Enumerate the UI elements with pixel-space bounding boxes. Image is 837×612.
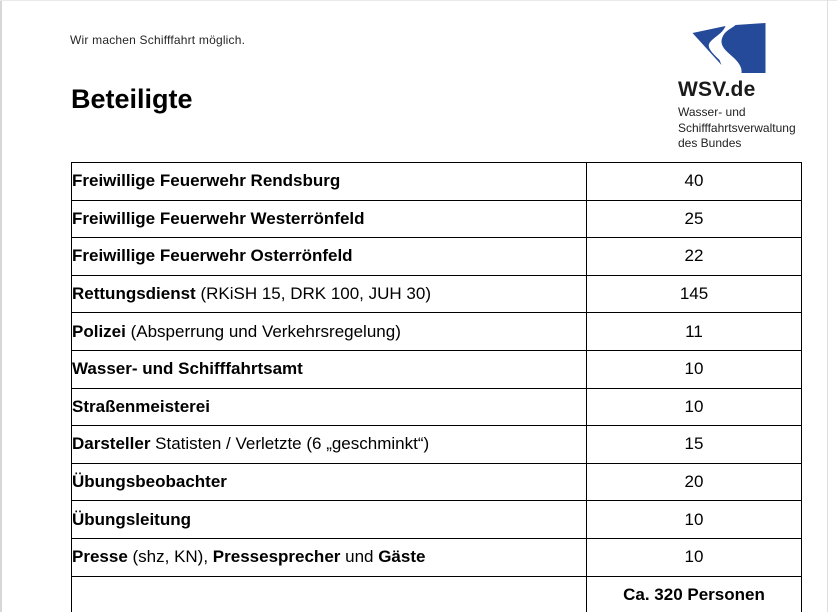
table-row: Darsteller Statisten / Verletzte (6 „ges…	[71, 425, 802, 464]
participant-note: (Absperrung und Verkehrsregelung)	[125, 321, 401, 341]
table-row: Freiwillige Feuerwehr Osterrönfeld 22	[71, 237, 802, 276]
logo-subtitle: Wasser- und Schifffahrtsverwaltung des B…	[678, 105, 828, 152]
participant-name: Presse	[72, 547, 128, 567]
participants-table-body: Freiwillige Feuerwehr Rendsburg 40 Freiwil…	[71, 162, 802, 577]
participant-name-cell: Wasser- und Schifffahrtsamt	[71, 349, 587, 389]
participant-name: Rettungsdienst	[72, 284, 196, 304]
participant-name: Straßenmeisterei	[72, 396, 210, 416]
participant-count-cell: 145	[586, 274, 802, 314]
page-edge-top	[0, 0, 837, 1]
table-row: Presse (shz, KN), Pressesprecher und Gäs…	[71, 537, 802, 577]
participant-name-cell: Freiwillige Feuerwehr Osterrönfeld	[71, 237, 587, 276]
logo-subtitle-line3: des Bundes	[678, 136, 742, 150]
participant-name: Darsteller	[72, 434, 151, 454]
table-total-row: Ca. 320 Personen	[71, 575, 802, 612]
logo-wordmark: WSV.de	[678, 78, 756, 101]
participant-note: (RKiSH 15, DRK 100, JUH 30)	[195, 284, 431, 304]
logo-subtitle-line2: Schifffahrtsverwaltung	[678, 120, 796, 135]
table-row: Übungsleitung 10	[71, 500, 802, 539]
participant-name-cell: Straßenmeisterei	[71, 387, 587, 427]
participant-name: Polizei	[72, 321, 126, 341]
participant-count-cell: 10	[586, 387, 802, 427]
participant-name: Freiwillige Feuerwehr Osterrönfeld	[72, 246, 353, 266]
participant-count-cell: 22	[586, 237, 802, 276]
participant-name-cell: Freiwillige Feuerwehr Rendsburg	[71, 162, 587, 201]
tagline: Wir machen Schifffahrt möglich.	[70, 33, 246, 47]
logo-flag-left	[692, 26, 726, 65]
participant-count-cell: 25	[586, 199, 802, 239]
participant-name-cell: Polizei (Absperrung und Verkehrsregelung…	[71, 312, 587, 351]
table-row: Übungsbeobachter 20	[71, 462, 802, 502]
page-edge-left	[0, 0, 2, 612]
participant-name-cell: Übungsleitung	[71, 500, 587, 539]
participant-count-cell: 10	[586, 500, 802, 539]
participant-name-cell: Freiwillige Feuerwehr Westerrönfeld	[71, 199, 587, 239]
wsv-logo-icon	[692, 23, 766, 73]
participant-name: Übungsleitung	[72, 509, 191, 529]
participant-name-cell: Presse (shz, KN), Pressesprecher und Gäs…	[71, 537, 587, 577]
participant-name: Gäste	[378, 547, 426, 567]
participant-note: und	[340, 547, 379, 567]
participant-name: Pressesprecher	[212, 547, 341, 567]
table-row: Freiwillige Feuerwehr Rendsburg 40	[71, 162, 802, 201]
participant-count-cell: 40	[586, 162, 802, 201]
table-row: Rettungsdienst (RKiSH 15, DRK 100, JUH 3…	[71, 274, 802, 314]
participants-table: Freiwillige Feuerwehr Rendsburg 40 Freiwil…	[71, 162, 802, 612]
participant-name-cell: Übungsbeobachter	[71, 462, 587, 502]
table-row: Wasser- und Schifffahrtsamt 10	[71, 349, 802, 389]
participant-count-cell: 10	[586, 537, 802, 577]
participant-name: Übungsbeobachter	[72, 472, 227, 492]
logo-subtitle-line1: Wasser- und	[678, 105, 746, 119]
wsv-logo: WSV.de Wasser- und Schifffahrtsverwaltun…	[678, 22, 828, 152]
page-edge-right	[827, 0, 828, 612]
participant-name: Wasser- und Schifffahrtsamt	[72, 359, 303, 379]
participant-count-cell: 20	[586, 462, 802, 502]
participant-note: (shz, KN),	[127, 547, 213, 567]
participant-name-cell: Rettungsdienst (RKiSH 15, DRK 100, JUH 3…	[71, 274, 587, 314]
table-row: Straßenmeisterei 10	[71, 387, 802, 427]
participant-count-cell: 15	[586, 425, 802, 464]
participant-count-cell: 11	[586, 312, 802, 351]
table-row: Polizei (Absperrung und Verkehrsregelung…	[71, 312, 802, 351]
participant-name-cell: Darsteller Statisten / Verletzte (6 „ges…	[71, 425, 587, 464]
table-row: Freiwillige Feuerwehr Westerrönfeld 25	[71, 199, 802, 239]
total-count-cell: Ca. 320 Personen	[586, 575, 802, 612]
page-title: Beteiligte	[71, 84, 193, 114]
participant-name: Freiwillige Feuerwehr Rendsburg	[72, 171, 341, 191]
participant-name: Freiwillige Feuerwehr Westerrönfeld	[72, 208, 365, 228]
participant-note: Statisten / Verletzte (6 „geschminkt“)	[150, 434, 430, 454]
empty-cell	[71, 575, 587, 612]
participant-count-cell: 10	[586, 349, 802, 389]
logo-flag-right	[721, 23, 766, 73]
